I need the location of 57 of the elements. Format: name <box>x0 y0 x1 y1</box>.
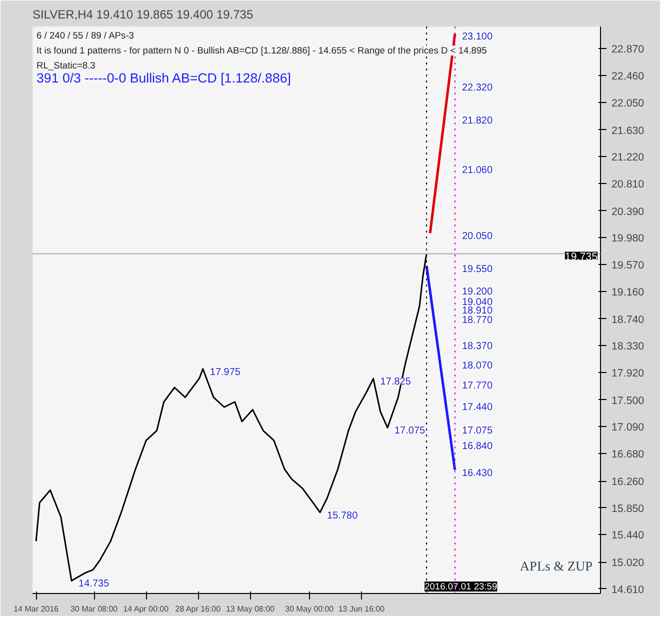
x-tick-label: 14 Apr 00:00 <box>123 604 170 614</box>
y-tick-label: 22.050 <box>612 97 644 110</box>
x-tick-label: 28 Apr 16:00 <box>175 604 222 614</box>
annotation: 15.780 <box>327 510 358 522</box>
y-tick-label: 22.870 <box>612 44 644 56</box>
annotation: 22.320 <box>462 82 493 94</box>
y-tick-label: 19.980 <box>612 232 644 245</box>
x-tick-label: 30 May 00:00 <box>285 604 334 614</box>
y-tick-label: 22.460 <box>612 70 644 83</box>
annotation: 6 / 240 / 55 / 89 / APs-3 <box>36 30 134 40</box>
y-tick-label: 17.090 <box>612 422 644 434</box>
x-tick-label: 13 Jun 16:00 <box>338 604 386 614</box>
annotation: 21.820 <box>462 115 493 126</box>
y-tick-label: 15.020 <box>612 557 644 570</box>
annotation: 16.840 <box>462 441 493 452</box>
annotation: 19.550 <box>462 264 493 275</box>
y-tick-label: 18.740 <box>612 314 644 326</box>
annotation: 18.770 <box>462 314 493 326</box>
y-tick-label: 17.920 <box>612 367 644 380</box>
annotation: 391 0/3 -----0-0 Bullish AB=CD [1.128/.886] <box>36 70 291 86</box>
y-tick-label: 19.570 <box>612 260 644 272</box>
y-tick-label: 20.810 <box>612 178 644 190</box>
annotation: 20.050 <box>462 231 493 242</box>
ref-line-label: 2016.07.01 23:59 <box>424 582 498 592</box>
y-tick-label: 21.630 <box>612 124 644 137</box>
y-tick-label: 18.330 <box>612 340 644 353</box>
x-tick-label: 14 Mar 2016 <box>14 604 60 614</box>
annotation: 19.200 <box>462 286 493 298</box>
x-tick-label: 13 May 08:00 <box>226 604 276 614</box>
annotation: 17.075 <box>394 426 426 437</box>
annotation: It is found 1 patterns - for pattern N 0 - Bullish AB=CD [1.128/.886] - 14.655 < Range of the prices D < 14.895 <box>36 46 487 56</box>
annotation: 17.825 <box>380 376 412 388</box>
y-tick-label: 20.390 <box>612 206 644 218</box>
y-tick-label: 19.160 <box>612 286 644 298</box>
y-tick-label: 16.260 <box>612 476 644 488</box>
annotation: 23.100 <box>462 32 493 43</box>
annotation: 18.070 <box>462 360 493 372</box>
annotation: APLs & ZUP <box>520 558 592 574</box>
y-tick-label: 17.500 <box>612 394 644 407</box>
y-tick-label: 14.610 <box>612 584 644 596</box>
chart-title: SILVER,H4 19.410 19.865 19.400 19.735 <box>32 8 254 22</box>
y-tick-label: 15.440 <box>612 530 644 542</box>
y-tick-label: 21.220 <box>612 152 644 164</box>
annotation: 18.370 <box>462 341 493 352</box>
annotation: 17.975 <box>210 366 241 378</box>
x-tick-label: 30 Mar 08:00 <box>70 604 118 614</box>
annotation: 17.440 <box>462 402 493 413</box>
annotation: 17.770 <box>462 380 493 392</box>
ref-line-label: 19.735 <box>564 250 598 263</box>
y-tick-label: 15.850 <box>612 502 644 515</box>
annotation: 21.060 <box>462 165 493 176</box>
annotation: 17.075 <box>462 426 493 437</box>
annotation: 14.735 <box>78 578 110 590</box>
annotation: 18.910 <box>462 306 493 317</box>
annotation: RL_Static=8.3 <box>36 60 96 70</box>
y-tick-label: 16.680 <box>612 448 644 461</box>
annotation: 16.430 <box>462 468 493 479</box>
